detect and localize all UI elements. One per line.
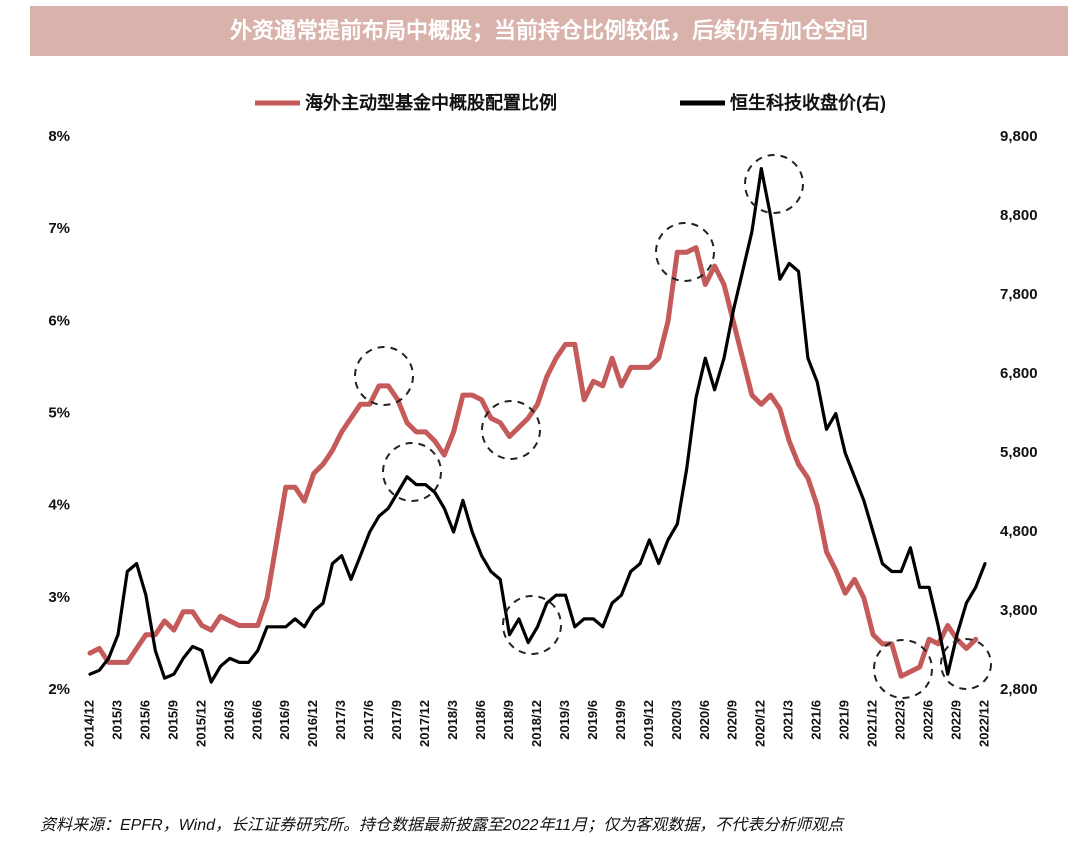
legend-label: 恒生科技收盘价(右) [730,92,886,113]
y2-tick-label: 6,800 [1000,365,1038,382]
x-tick-label: 2018/3 [445,700,460,740]
x-tick-label: 2018/12 [529,700,544,747]
source-note: 资料来源：EPFR，Wind，长江证券研究所。持仓数据最新披露至2022年11月… [40,816,845,834]
y-tick-label: 6% [48,312,70,329]
highlight-circle [354,346,414,406]
annotations [354,154,992,699]
x-tick-label: 2017/12 [417,700,432,747]
x-tick-label: 2016/6 [249,700,264,740]
x-tick-label: 2016/3 [221,700,236,740]
x-tick-label: 2021/9 [837,700,852,740]
x-tick-label: 2015/9 [165,700,180,740]
x-tick-label: 2015/3 [109,700,124,740]
x-tick-label: 2019/9 [613,700,628,740]
y2-tick-label: 7,800 [1000,286,1038,303]
highlight-circle [940,638,992,690]
y-tick-label: 8% [48,128,70,145]
y-tick-label: 7% [48,220,70,237]
x-tick-label: 2014/12 [81,700,96,747]
y-tick-label: 2% [48,681,70,698]
x-tick-label: 2015/6 [137,700,152,740]
series-line [88,167,987,684]
x-tick-label: 2016/12 [305,700,320,747]
y-tick-label: 3% [48,589,70,606]
highlight-circle [382,442,442,502]
title-banner [30,6,1068,56]
y-tick-label: 5% [48,404,70,421]
y-tick-label: 4% [48,497,70,514]
chart-title: 外资通常提前布局中概股；当前持仓比例较低，后续仍有加仓空间 [230,18,868,43]
y2-tick-label: 4,800 [1000,523,1038,540]
x-tick-label: 2019/12 [641,700,656,747]
series-line [87,245,979,679]
x-tick-label: 2017/3 [333,700,348,740]
y2-tick-label: 9,800 [1000,128,1038,145]
x-tick-label: 2017/6 [361,700,376,740]
x-tick-label: 2017/9 [389,700,404,740]
x-tick-label: 2022/12 [976,700,991,747]
y2-tick-label: 3,800 [1000,602,1038,619]
x-tick-label: 2021/3 [781,700,796,740]
y2-tick-label: 5,800 [1000,444,1038,461]
x-tick-label: 2018/6 [473,700,488,740]
y2-tick-label: 2,800 [1000,681,1038,698]
highlight-circle [744,154,804,214]
legend-label: 海外主动型基金中概股配置比例 [305,92,557,113]
highlight-circle [502,595,562,655]
x-tick-label: 2022/6 [921,700,936,740]
x-tick-label: 2022/3 [893,700,908,740]
x-tick-label: 2021/6 [809,700,824,740]
x-tick-label: 2019/6 [585,700,600,740]
highlight-circle [481,400,541,460]
x-tick-label: 2016/9 [277,700,292,740]
x-tick-label: 2020/12 [753,700,768,747]
highlight-circle [655,222,715,282]
x-tick-label: 2020/6 [697,700,712,740]
x-tick-label: 2019/3 [557,700,572,740]
x-tick-label: 2020/3 [669,700,684,740]
x-tick-label: 2018/9 [501,700,516,740]
x-tick-label: 2020/9 [725,700,740,740]
x-tick-label: 2022/9 [948,700,963,740]
x-tick-label: 2015/12 [193,700,208,747]
x-tick-label: 2021/12 [865,700,880,747]
y2-tick-label: 8,800 [1000,207,1038,224]
highlight-circle [873,639,933,699]
